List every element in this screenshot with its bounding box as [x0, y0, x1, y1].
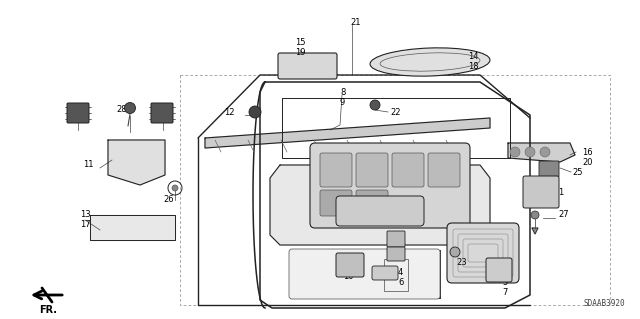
Circle shape [525, 147, 535, 157]
Text: 22: 22 [390, 108, 401, 117]
FancyBboxPatch shape [67, 103, 89, 123]
Polygon shape [270, 165, 490, 245]
FancyBboxPatch shape [356, 153, 388, 187]
Text: 1: 1 [558, 188, 563, 197]
Circle shape [510, 147, 520, 157]
Polygon shape [108, 140, 165, 185]
Circle shape [249, 106, 261, 118]
FancyBboxPatch shape [447, 223, 519, 283]
Circle shape [540, 147, 550, 157]
Text: 25: 25 [572, 168, 582, 177]
FancyBboxPatch shape [336, 196, 424, 226]
FancyBboxPatch shape [278, 53, 337, 79]
Text: 12: 12 [225, 108, 235, 117]
FancyBboxPatch shape [387, 231, 405, 247]
Text: 24: 24 [75, 108, 85, 117]
Text: 21: 21 [350, 18, 360, 27]
Text: 13
17: 13 17 [80, 210, 91, 229]
Text: SDAAB3920: SDAAB3920 [584, 299, 625, 308]
Polygon shape [508, 143, 575, 162]
Circle shape [370, 100, 380, 110]
FancyBboxPatch shape [387, 247, 405, 261]
Text: 24: 24 [157, 105, 167, 114]
Text: 11: 11 [83, 160, 93, 169]
FancyBboxPatch shape [539, 161, 559, 177]
Text: 10: 10 [343, 272, 353, 281]
FancyBboxPatch shape [486, 258, 512, 282]
FancyBboxPatch shape [356, 190, 388, 216]
Text: 27: 27 [558, 210, 568, 219]
Text: 23: 23 [456, 258, 467, 267]
FancyBboxPatch shape [289, 249, 440, 299]
Text: 5
7: 5 7 [502, 278, 508, 297]
Polygon shape [90, 215, 175, 240]
FancyBboxPatch shape [523, 176, 559, 208]
Circle shape [125, 102, 136, 114]
Text: 16
20: 16 20 [582, 148, 593, 167]
Text: FR.: FR. [39, 305, 57, 315]
FancyBboxPatch shape [392, 153, 424, 187]
FancyBboxPatch shape [310, 143, 470, 228]
Text: 28: 28 [116, 105, 127, 114]
FancyBboxPatch shape [372, 266, 398, 280]
Text: 2
3: 2 3 [398, 240, 403, 259]
FancyBboxPatch shape [428, 153, 460, 187]
Circle shape [172, 185, 178, 191]
Text: 14
18: 14 18 [468, 52, 479, 71]
Polygon shape [205, 118, 490, 148]
Circle shape [531, 211, 539, 219]
Circle shape [450, 247, 460, 257]
Text: 4
6: 4 6 [398, 268, 403, 287]
FancyBboxPatch shape [320, 190, 352, 216]
Polygon shape [532, 228, 538, 234]
Text: 8
9: 8 9 [340, 88, 346, 107]
FancyBboxPatch shape [336, 253, 364, 277]
Ellipse shape [370, 48, 490, 76]
FancyBboxPatch shape [320, 153, 352, 187]
Text: 26: 26 [163, 195, 173, 204]
Text: 15
19: 15 19 [295, 38, 305, 57]
FancyBboxPatch shape [151, 103, 173, 123]
